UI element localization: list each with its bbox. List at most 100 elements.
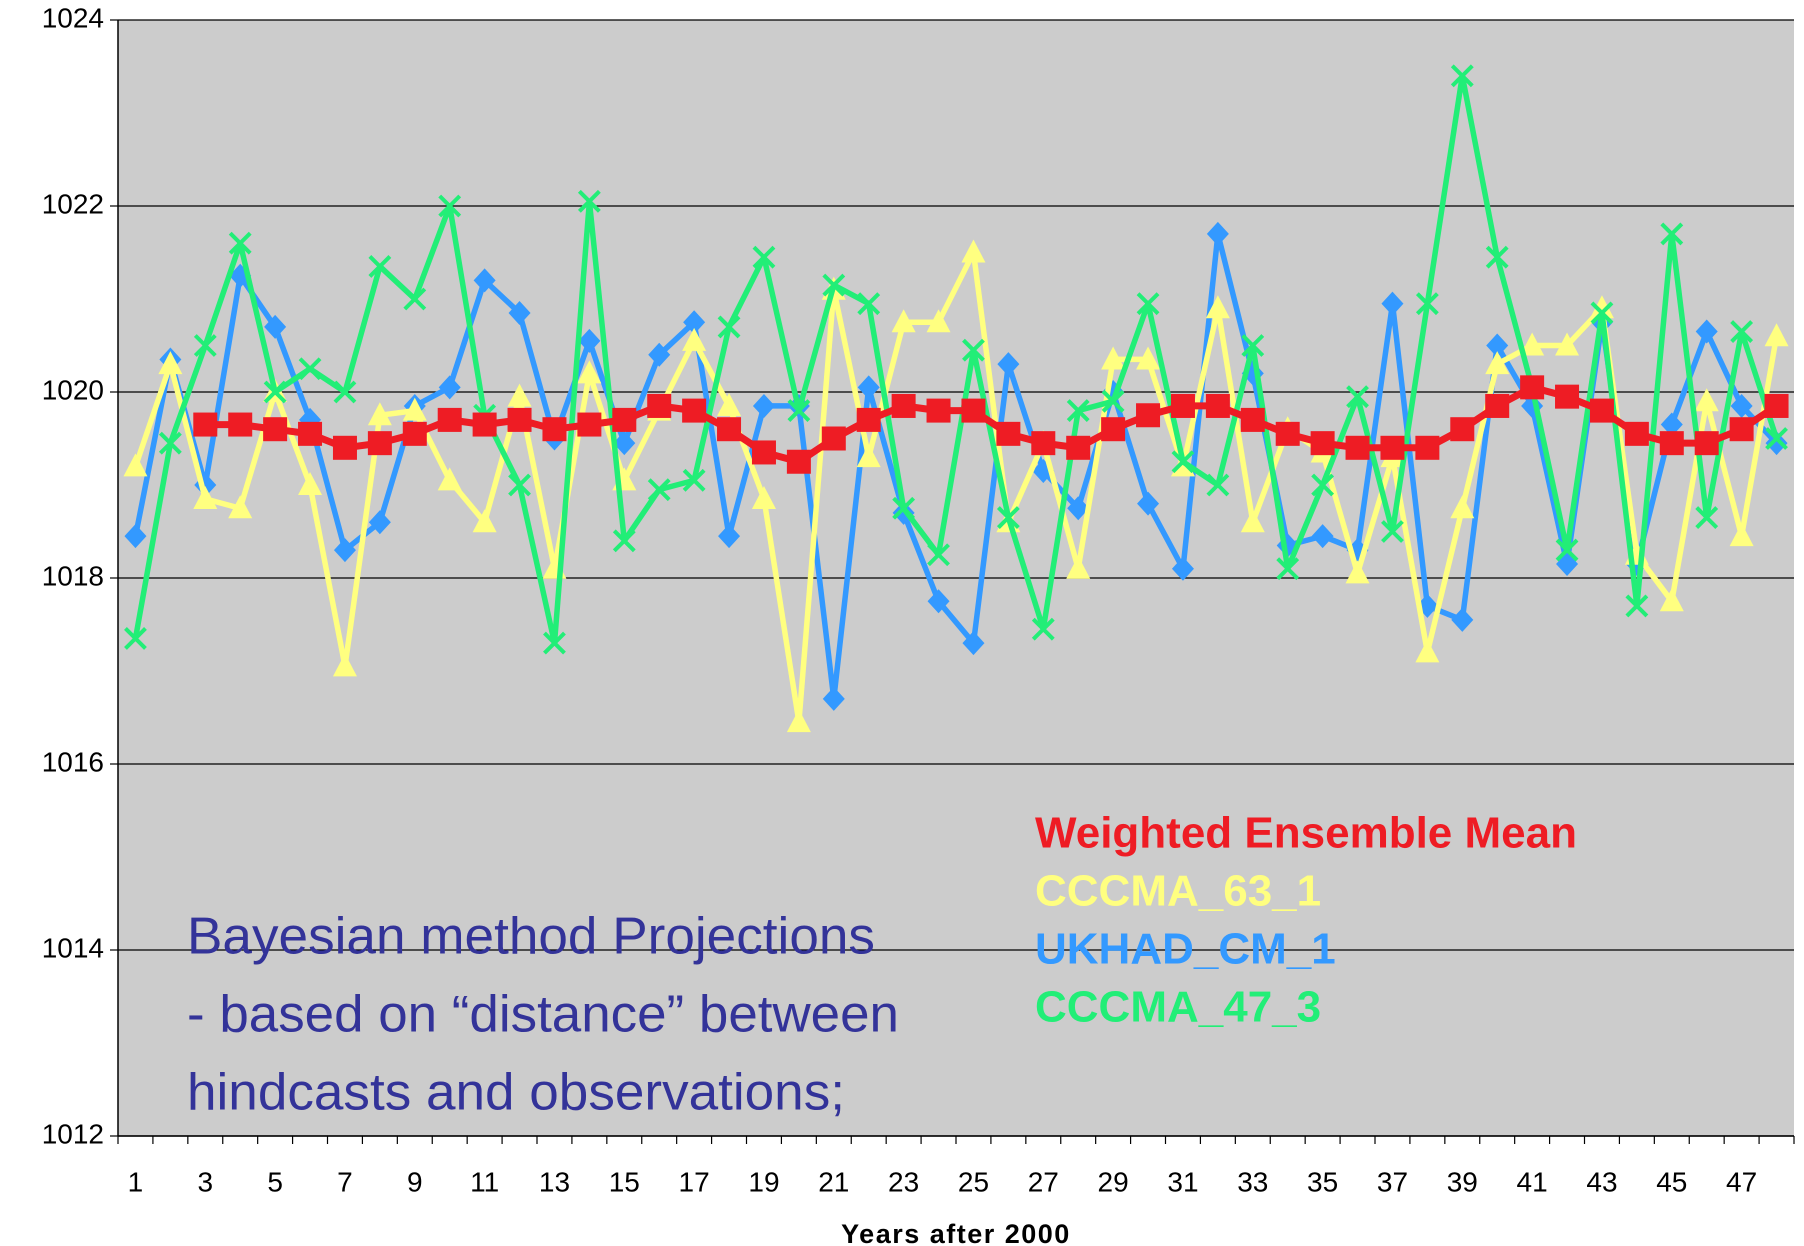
marker [1205, 393, 1230, 418]
legend-entry: CCCMA_63_1 [1035, 867, 1321, 916]
x-tick-label: 11 [470, 1166, 499, 1197]
marker [438, 375, 461, 400]
x-tick-label: 19 [748, 1166, 779, 1197]
marker [787, 399, 811, 423]
marker [997, 352, 1020, 377]
marker [1590, 301, 1614, 325]
marker [856, 444, 881, 468]
marker [1765, 427, 1788, 450]
marker [578, 328, 601, 353]
annotation: - based on “distance” between [187, 986, 899, 1044]
marker [1694, 431, 1719, 456]
marker [473, 268, 496, 293]
marker [1171, 450, 1195, 474]
marker [367, 431, 392, 456]
marker [1729, 523, 1754, 547]
marker [263, 417, 288, 442]
marker [124, 627, 147, 650]
marker [717, 392, 742, 416]
marker [1589, 295, 1614, 319]
marker [1066, 555, 1091, 579]
marker [1450, 417, 1475, 442]
x-tick-label: 7 [337, 1166, 353, 1197]
marker [543, 631, 566, 655]
marker [1381, 291, 1404, 316]
marker [1555, 384, 1580, 409]
x-tick-label: 21 [818, 1166, 849, 1197]
x-tick-label: 5 [267, 1166, 283, 1197]
marker [927, 589, 950, 614]
marker [472, 509, 497, 533]
marker [1380, 435, 1405, 460]
marker [1415, 639, 1440, 663]
marker [263, 380, 287, 404]
marker [1346, 385, 1369, 409]
y-tick-label: 1018 [42, 560, 104, 591]
x-tick-label: 33 [1237, 1166, 1268, 1197]
marker [786, 709, 811, 733]
marker [1729, 417, 1754, 442]
marker [368, 510, 391, 535]
marker [1765, 431, 1788, 456]
marker [228, 495, 253, 519]
marker [1206, 221, 1229, 246]
marker [1101, 389, 1125, 413]
marker [158, 351, 183, 375]
marker [1520, 332, 1545, 356]
marker [751, 440, 776, 465]
marker [403, 287, 427, 311]
marker [1485, 351, 1510, 375]
marker [1311, 473, 1335, 497]
marker [1415, 435, 1440, 460]
marker [1240, 509, 1265, 533]
marker [368, 255, 392, 278]
marker [1381, 520, 1404, 543]
marker [577, 189, 601, 213]
marker [718, 524, 741, 549]
marker [438, 194, 462, 218]
marker [1205, 295, 1230, 319]
marker [1171, 556, 1194, 581]
marker [1136, 292, 1160, 316]
marker [1415, 292, 1439, 316]
legend-entry: UKHAD_CM_1 [1035, 925, 1336, 974]
x-tick-label: 29 [1098, 1166, 1129, 1197]
marker [647, 393, 672, 418]
marker [1311, 524, 1334, 549]
marker [1067, 496, 1090, 521]
marker [367, 402, 392, 426]
marker [962, 338, 985, 362]
marker [1066, 399, 1090, 423]
marker [1485, 393, 1510, 418]
marker [228, 231, 252, 255]
marker [682, 398, 707, 423]
marker [613, 431, 636, 456]
marker [891, 309, 916, 333]
marker [472, 412, 497, 437]
marker [1660, 222, 1684, 246]
marker [717, 315, 741, 339]
marker [507, 407, 532, 432]
marker [1485, 245, 1509, 269]
marker [1694, 388, 1719, 412]
marker [264, 314, 287, 339]
marker [1345, 435, 1370, 460]
marker [1555, 538, 1579, 562]
marker [508, 473, 531, 497]
marker [123, 453, 148, 477]
marker [1764, 323, 1789, 347]
marker [1764, 393, 1789, 418]
marker [961, 239, 986, 263]
marker [857, 292, 881, 316]
marker [1066, 435, 1091, 460]
legend-entry: CCCMA_47_3 [1035, 983, 1321, 1032]
marker [1206, 473, 1230, 497]
marker [1555, 332, 1580, 356]
marker [1101, 417, 1126, 442]
marker [1486, 333, 1509, 358]
x-tick-label: 31 [1167, 1166, 1198, 1197]
marker [577, 360, 602, 384]
marker [1625, 594, 1649, 618]
marker [507, 383, 532, 407]
marker [1450, 495, 1475, 519]
